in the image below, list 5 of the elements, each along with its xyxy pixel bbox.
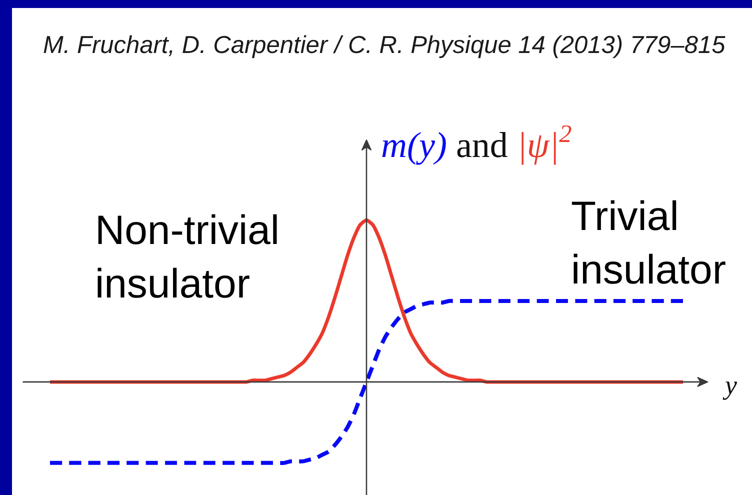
y-axis-title: m(y) and |ψ|$^{2}$ — [381, 121, 572, 166]
annotation: Trivial insulator — [571, 193, 726, 292]
annotation: Non-trivial insulator — [95, 207, 280, 306]
text: M. Fruchart, D. Carpentier / C. R. Physique 14 (2013) 779–815 — [43, 32, 726, 59]
x-axis-title: y — [722, 370, 737, 400]
